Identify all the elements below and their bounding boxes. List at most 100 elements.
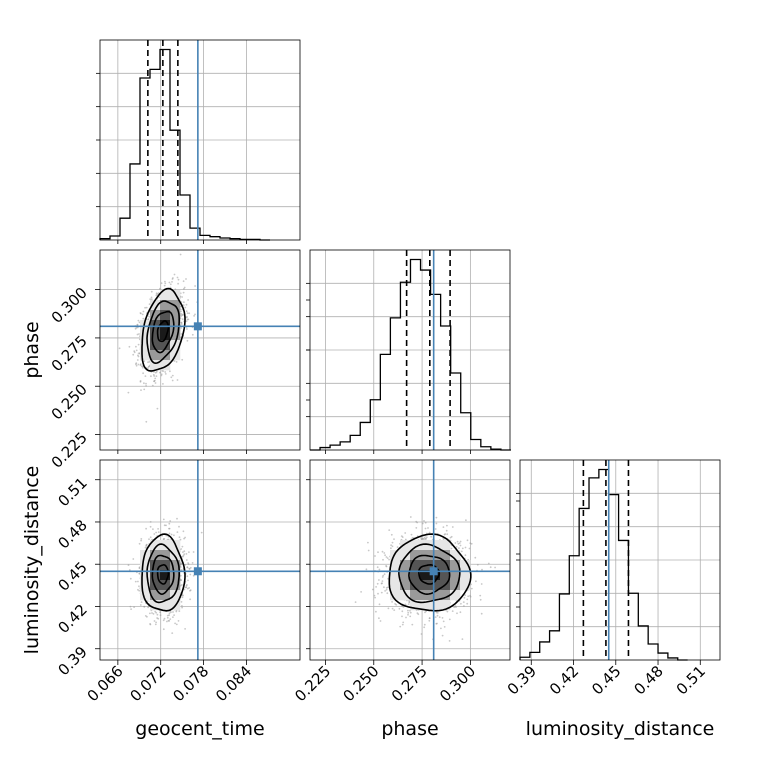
sample-point bbox=[391, 601, 393, 603]
sample-point bbox=[162, 518, 165, 521]
sample-point bbox=[164, 371, 167, 373]
sample-point bbox=[148, 315, 151, 318]
y-axis-label-luminosity_distance: luminosity_distance bbox=[21, 466, 43, 655]
sample-point bbox=[163, 524, 166, 527]
sample-point bbox=[401, 610, 404, 613]
sample-point bbox=[155, 375, 158, 377]
x-tick-label-geocent_time-3: 0.084 bbox=[212, 662, 255, 705]
sample-point bbox=[446, 533, 449, 536]
sample-point bbox=[180, 333, 183, 335]
frame-geocent_time bbox=[99, 39, 301, 241]
sample-point bbox=[388, 558, 390, 561]
density-bin bbox=[150, 340, 161, 351]
panel-phase-vs-luminosity_distance bbox=[309, 459, 511, 661]
sample-point bbox=[427, 527, 429, 529]
sample-point bbox=[465, 519, 467, 522]
sample-point bbox=[193, 315, 196, 317]
sample-point bbox=[394, 603, 396, 605]
y-tick-label-phase-0: 0.225 bbox=[48, 429, 91, 472]
sample-point bbox=[424, 527, 427, 530]
sample-point bbox=[367, 549, 370, 552]
sample-point bbox=[460, 602, 462, 605]
sample-point bbox=[407, 609, 409, 612]
sample-point bbox=[149, 298, 152, 300]
sample-point bbox=[442, 620, 445, 623]
sample-point bbox=[149, 623, 152, 625]
sample-point bbox=[388, 529, 391, 531]
sample-point bbox=[378, 603, 381, 606]
sample-point bbox=[415, 527, 418, 529]
sample-point bbox=[459, 540, 462, 543]
sample-point bbox=[494, 566, 496, 569]
sample-point bbox=[407, 603, 410, 605]
sample-point bbox=[149, 612, 151, 615]
sample-point bbox=[140, 538, 143, 540]
sample-point bbox=[387, 607, 390, 610]
sample-point bbox=[168, 532, 171, 535]
sample-point bbox=[159, 371, 161, 374]
sample-point bbox=[185, 586, 188, 589]
sample-point bbox=[183, 301, 185, 304]
sample-point bbox=[145, 385, 148, 387]
sample-point bbox=[381, 550, 384, 553]
sample-point bbox=[425, 537, 427, 540]
truth-marker-geocent_time-luminosity_distance bbox=[193, 567, 202, 576]
sample-point bbox=[156, 617, 159, 619]
sample-point bbox=[155, 292, 158, 295]
sample-point bbox=[399, 625, 402, 628]
panel-geocent_time-vs-phase bbox=[99, 249, 301, 451]
density-bin bbox=[170, 290, 181, 301]
sample-point bbox=[155, 621, 158, 624]
sample-point bbox=[171, 632, 174, 634]
sample-point bbox=[487, 562, 490, 565]
sample-point bbox=[479, 594, 482, 597]
sample-point bbox=[159, 287, 161, 290]
sample-point bbox=[138, 585, 140, 588]
sample-point bbox=[446, 610, 449, 613]
sample-point bbox=[135, 363, 137, 366]
sample-point bbox=[401, 615, 403, 618]
x-tick-label-geocent_time-2: 0.078 bbox=[169, 662, 212, 705]
sample-point bbox=[155, 370, 158, 373]
sample-point bbox=[145, 544, 148, 547]
sample-point bbox=[155, 531, 158, 534]
sample-point bbox=[175, 361, 178, 363]
x-axis-label-geocent_time: geocent_time bbox=[135, 718, 264, 740]
sample-point bbox=[139, 364, 142, 367]
density-bin bbox=[160, 290, 171, 301]
sample-point bbox=[440, 627, 442, 630]
sample-point bbox=[374, 555, 376, 557]
sample-point bbox=[381, 582, 383, 585]
sample-point bbox=[180, 310, 182, 313]
sample-point bbox=[391, 607, 394, 610]
sample-point bbox=[168, 614, 171, 616]
sample-point bbox=[430, 535, 432, 538]
histogram-geocent_time bbox=[99, 48, 270, 241]
sample-point bbox=[169, 618, 172, 620]
sample-point bbox=[179, 566, 182, 568]
sample-point bbox=[129, 605, 132, 608]
sample-point bbox=[134, 580, 137, 583]
truth-marker-phase-luminosity_distance bbox=[429, 567, 438, 576]
sample-point bbox=[448, 618, 451, 621]
sample-point bbox=[143, 388, 146, 391]
sample-point bbox=[459, 611, 462, 614]
sample-point bbox=[459, 544, 462, 547]
sample-point bbox=[169, 286, 172, 289]
sample-point bbox=[458, 547, 460, 549]
sample-point bbox=[134, 327, 137, 330]
sample-point bbox=[141, 313, 144, 316]
sample-point bbox=[428, 619, 431, 622]
sample-point bbox=[391, 545, 394, 548]
sample-point bbox=[186, 584, 188, 586]
sample-point bbox=[140, 539, 143, 542]
sample-point bbox=[168, 527, 171, 530]
sample-point bbox=[137, 363, 140, 366]
sample-point bbox=[145, 420, 148, 423]
sample-point bbox=[118, 347, 121, 350]
sample-point bbox=[175, 623, 178, 626]
sample-point bbox=[168, 281, 171, 284]
sample-point bbox=[180, 323, 183, 325]
x-axis-luminosity_distance: 0.39 0.42 0.45 0.48 0.51 luminosity_distance bbox=[504, 660, 714, 740]
density-bin bbox=[150, 300, 161, 311]
